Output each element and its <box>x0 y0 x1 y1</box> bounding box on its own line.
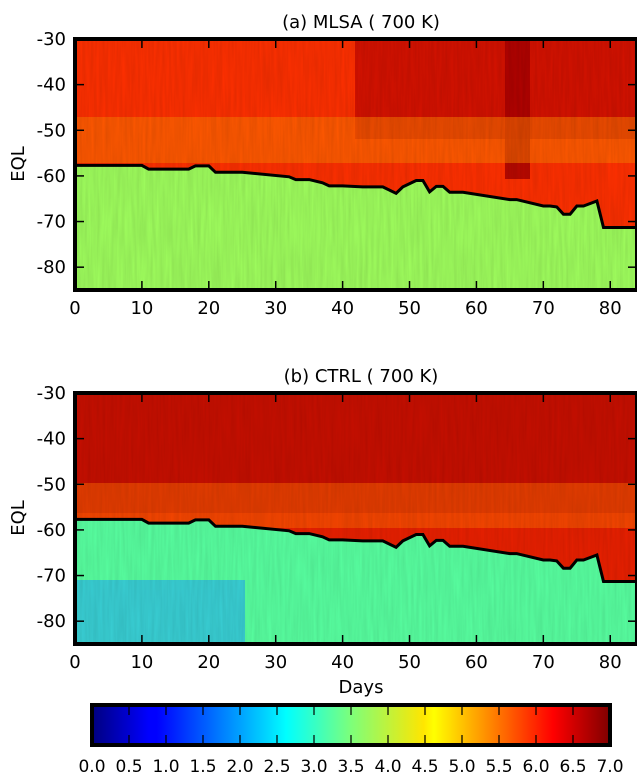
colorbar-frame <box>90 703 612 747</box>
colorbar-tick-label: 5.5 <box>485 757 512 774</box>
y-tick-label: -40 <box>37 75 66 96</box>
panel-title: (a) MLSA ( 700 K) <box>282 12 440 33</box>
plot-frame <box>73 391 637 646</box>
colorbar-tick-label: 2.0 <box>226 757 253 774</box>
colorbar-tick-label: 4.0 <box>374 757 401 774</box>
x-tick-label: 70 <box>532 652 555 673</box>
colorbar-tick-label: 0.5 <box>115 757 142 774</box>
x-tick-label: 80 <box>599 652 622 673</box>
y-tick-label: -50 <box>37 120 66 141</box>
y-tick-label: -50 <box>37 474 66 495</box>
x-tick-label: 50 <box>398 652 421 673</box>
colorbar-tick-label: 1.5 <box>189 757 216 774</box>
x-tick-label: 80 <box>599 298 622 319</box>
x-tick-label: 70 <box>532 298 555 319</box>
y-tick-label: -70 <box>37 566 66 587</box>
x-tick-label: 20 <box>197 652 220 673</box>
colorbar-tick-label: 2.5 <box>263 757 290 774</box>
y-tick-label: -60 <box>37 520 66 541</box>
x-tick-label: 0 <box>69 298 80 319</box>
y-tick-label: -60 <box>37 166 66 187</box>
y-axis-label: EQL <box>8 500 29 536</box>
x-tick-label: 60 <box>465 652 488 673</box>
plot-frame <box>73 37 637 292</box>
y-ticks: -30 -40 -50 -60 -70 -80 <box>37 29 637 278</box>
x-tick-label: 10 <box>130 652 153 673</box>
heatmap-texture <box>75 393 637 644</box>
x-tick-label: 30 <box>264 652 287 673</box>
y-axis-label: EQL <box>8 146 29 182</box>
y-ticks: -30 -40 -50 -60 -70 -80 <box>37 383 637 632</box>
colorbar-tick-label: 5.0 <box>448 757 475 774</box>
y-tick-label: -40 <box>37 429 66 450</box>
panel-mlsa: (a) MLSA ( 700 K) EQL -30 -40 -50 -60 -70 -80… <box>8 12 637 319</box>
y-tick-label: -30 <box>37 29 66 50</box>
colorbar-tick-label: 1.0 <box>152 757 179 774</box>
x-tick-label: 40 <box>331 298 354 319</box>
boundary-line <box>75 517 637 583</box>
y-tick-label: -30 <box>37 383 66 404</box>
x-tick-label: 0 <box>69 652 80 673</box>
x-ticks: 0 10 20 30 40 50 60 70 80 <box>69 39 622 319</box>
y-tick-label: -70 <box>37 212 66 233</box>
colorbar-tick-label: 0.0 <box>78 757 105 774</box>
colorbar: 0.0 0.5 1.0 1.5 2.0 2.5 3.0 3.5 4.0 4.5 5.0 5.5 6.0 6… <box>78 703 624 777</box>
colorbar-tick-label: 4.5 <box>411 757 438 774</box>
y-tick-label: -80 <box>37 611 66 632</box>
x-tick-label: 20 <box>197 298 220 319</box>
x-tick-label: 40 <box>331 652 354 673</box>
x-tick-label: 30 <box>264 298 287 319</box>
boundary-line <box>75 163 637 229</box>
x-axis-label: Days <box>339 677 384 698</box>
heatmap-field <box>75 39 637 290</box>
x-tick-label: 10 <box>130 298 153 319</box>
colorbar-tick-label: 6.0 <box>522 757 549 774</box>
heatmap-field <box>75 393 637 644</box>
x-ticks: 0 10 20 30 40 50 60 70 80 <box>69 393 622 673</box>
colorbar-tick-label: 3.5 <box>337 757 364 774</box>
colorbar-tick-label: 3.0 <box>300 757 327 774</box>
heatmap-texture <box>75 39 637 290</box>
x-tick-label: 60 <box>465 298 488 319</box>
colorbar-tick-labels: 0.0 0.5 1.0 1.5 2.0 2.5 3.0 3.5 4.0 4.5 5.0 5.5 6.0 6… <box>78 757 623 777</box>
colorbar-tick-label: 6.5 <box>559 757 586 774</box>
panel-ctrl: (b) CTRL ( 700 K) EQL -30 -40 -50 -60 -70 -80… <box>8 366 637 698</box>
x-tick-label: 50 <box>398 298 421 319</box>
colorbar-tick-label: 7.0 <box>596 757 623 774</box>
panel-title: (b) CTRL ( 700 K) <box>284 366 439 387</box>
y-tick-label: -80 <box>37 257 66 278</box>
